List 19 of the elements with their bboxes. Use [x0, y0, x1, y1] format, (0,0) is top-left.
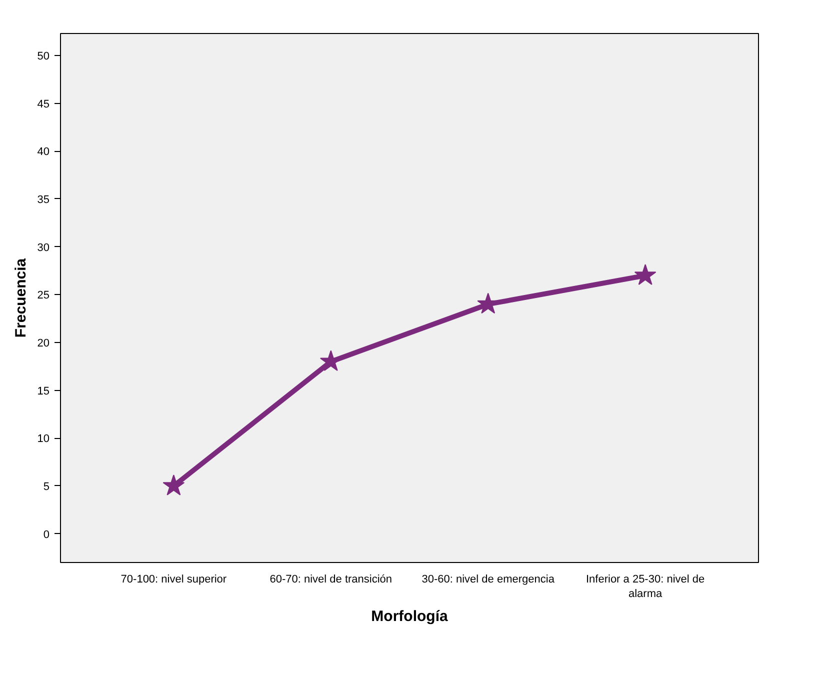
y-tick-label: 15: [37, 385, 50, 398]
point: [162, 474, 185, 496]
x-axis-title: Morfología: [371, 608, 448, 625]
y-tick-label: 10: [37, 433, 50, 446]
y-tick-label: 5: [43, 480, 50, 493]
y-tick-label: 50: [37, 50, 50, 62]
y-tick-label: 40: [37, 146, 50, 158]
y-axis-title: Frecuencia: [12, 258, 30, 338]
point: [634, 264, 656, 285]
y-tick-label: 25: [37, 290, 50, 302]
x-tick-label: 60-70: nivel de transición: [270, 574, 392, 586]
x-tick-label: 70-100: nivel superior: [120, 574, 227, 586]
x-tick-label: Inferior a 25-30: nivel de alarma: [586, 574, 705, 600]
y-tick-label: 20: [37, 337, 50, 350]
x-tick-label: 30-60: nivel de emergencia: [422, 574, 556, 586]
y-tick-label: 35: [37, 194, 50, 206]
y-tick-label: 45: [37, 98, 50, 110]
y-tick-label: 0: [43, 528, 50, 541]
y-tick-label: 30: [37, 242, 50, 254]
